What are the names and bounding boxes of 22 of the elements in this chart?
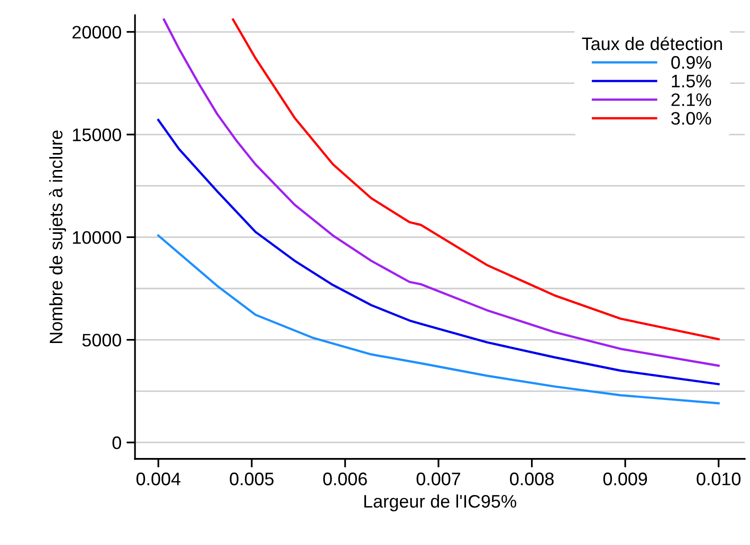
legend-label: 1.5% [672, 74, 712, 88]
y-tick-label: 15000 [72, 128, 122, 142]
x-axis-title: Largeur de l'IC95% [364, 494, 516, 512]
line-series [232, 18, 720, 340]
legend-label: 0.9% [671, 56, 712, 69]
legend-label: 3.0% [671, 112, 712, 125]
x-tick-label: 0.010 [696, 472, 740, 486]
legend-label: 2.1% [671, 93, 712, 106]
y-tick-label: 0 [112, 436, 122, 450]
x-tick-label: 0.004 [136, 472, 180, 486]
x-tick-label: 0.005 [230, 472, 274, 486]
x-tick-label: 0.006 [323, 472, 367, 486]
line-series [162, 18, 720, 367]
line-series [157, 234, 720, 404]
y-axis-title: Nombre de sujets à inclure [49, 130, 66, 343]
y-tick-label: 20000 [72, 26, 122, 39]
legend-title: Taux de détection [582, 36, 722, 50]
x-tick-label: 0.008 [510, 472, 554, 486]
x-tick-label: 0.007 [416, 472, 460, 486]
y-tick-label: 10000 [72, 231, 122, 244]
y-tick-label: 5000 [82, 334, 122, 347]
x-tick-label: 0.009 [603, 472, 647, 486]
